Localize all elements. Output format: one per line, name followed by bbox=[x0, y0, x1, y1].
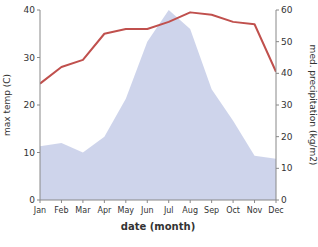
x-tick bbox=[254, 200, 255, 203]
y2-tick bbox=[276, 168, 279, 169]
x-tick-label: Feb bbox=[54, 206, 68, 215]
x-axis-line bbox=[40, 200, 276, 201]
y2-tick bbox=[276, 41, 279, 42]
x-tick bbox=[82, 200, 83, 203]
x-tick-label: Sep bbox=[204, 206, 219, 215]
y-tick-label: 0 bbox=[29, 195, 35, 205]
y2-tick-label: 60 bbox=[281, 5, 293, 15]
x-tick-label: May bbox=[118, 206, 135, 215]
x-tick bbox=[104, 200, 105, 203]
y2-tick bbox=[276, 73, 279, 74]
x-tick-label: Apr bbox=[97, 206, 112, 215]
temperature-line bbox=[40, 12, 276, 83]
y-tick bbox=[37, 105, 40, 106]
plot-area bbox=[40, 10, 276, 200]
precipitation-area bbox=[40, 10, 276, 200]
y2-tick-label: 10 bbox=[281, 163, 293, 173]
y2-tick-label: 20 bbox=[281, 132, 293, 142]
y-tick-label: 10 bbox=[24, 148, 36, 158]
x-tick-label: Jun bbox=[140, 206, 154, 215]
y2-tick-label: 0 bbox=[281, 195, 287, 205]
x-tick bbox=[276, 200, 277, 203]
x-axis-label: date (month) bbox=[121, 221, 195, 232]
x-tick bbox=[168, 200, 169, 203]
y-tick bbox=[37, 57, 40, 58]
y-axis-label: max temp (C) bbox=[2, 74, 12, 136]
y2-tick-label: 50 bbox=[281, 37, 293, 47]
y2-tick-label: 40 bbox=[281, 68, 293, 78]
x-tick bbox=[61, 200, 62, 203]
x-tick-label: Aug bbox=[182, 206, 198, 215]
y-tick-label: 30 bbox=[24, 53, 36, 63]
y-tick-label: 40 bbox=[24, 5, 36, 15]
y2-tick bbox=[276, 136, 279, 137]
y-tick-label: 20 bbox=[24, 100, 36, 110]
x-tick-label: Mar bbox=[75, 206, 91, 215]
x-tick bbox=[125, 200, 126, 203]
x-tick-label: Nov bbox=[247, 206, 263, 215]
x-tick bbox=[233, 200, 234, 203]
y2-axis-label: med. precipitation (kg/m2) bbox=[308, 45, 318, 166]
y2-tick-label: 30 bbox=[281, 100, 293, 110]
y-tick bbox=[37, 10, 40, 11]
y2-tick bbox=[276, 105, 279, 106]
x-tick-label: Dec bbox=[268, 206, 283, 215]
x-tick-label: Oct bbox=[226, 206, 240, 215]
x-tick-label: Jan bbox=[33, 206, 46, 215]
x-tick-label: Jul bbox=[163, 206, 174, 215]
x-tick bbox=[190, 200, 191, 203]
chart: 0 10 20 30 40 0 10 20 30 40 50 60 Jan Feb Mar Apr May Jun… bbox=[0, 0, 318, 247]
x-tick bbox=[147, 200, 148, 203]
y-tick bbox=[37, 152, 40, 153]
x-tick bbox=[40, 200, 41, 203]
y2-tick bbox=[276, 10, 279, 11]
x-tick bbox=[211, 200, 212, 203]
